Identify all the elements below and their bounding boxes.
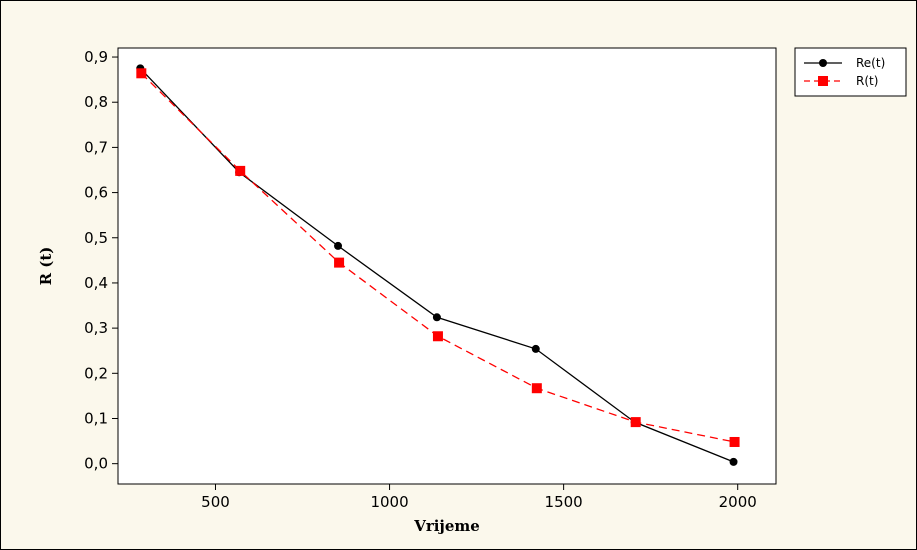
data-point-square bbox=[531, 383, 542, 394]
series-layer bbox=[136, 64, 740, 466]
x-axis: 500 1000 1500 2000 bbox=[201, 484, 757, 511]
y-tick-label: 0,0 bbox=[84, 455, 108, 473]
data-point-circle bbox=[432, 313, 441, 322]
legend-marker-re bbox=[819, 59, 827, 67]
data-point-square bbox=[235, 165, 246, 176]
y-tick-label: 0,9 bbox=[84, 48, 108, 66]
y-tick-label: 0,2 bbox=[84, 364, 108, 382]
data-point-circle bbox=[531, 344, 540, 353]
x-tick-label: 1500 bbox=[545, 493, 583, 511]
data-point-circle bbox=[334, 241, 343, 250]
x-tick-label: 500 bbox=[201, 493, 230, 511]
legend-box bbox=[794, 47, 907, 97]
data-point-circle bbox=[729, 457, 738, 466]
y-axis: 0,0 0,1 0,2 0,3 0,4 0,5 0,6 0,7 0,8 0,9 bbox=[84, 48, 118, 473]
legend-label-re: Re(t) bbox=[856, 56, 885, 70]
data-point-square bbox=[729, 436, 740, 447]
y-tick-label: 0,5 bbox=[84, 229, 108, 247]
x-tick-label: 1000 bbox=[370, 493, 408, 511]
legend: Re(t) R(t) bbox=[794, 47, 907, 97]
y-tick-label: 0,8 bbox=[84, 93, 108, 111]
y-tick-label: 0,3 bbox=[84, 319, 108, 337]
data-point-square bbox=[630, 417, 641, 428]
data-point-square bbox=[334, 257, 345, 268]
plot-area bbox=[117, 47, 777, 485]
y-tick-label: 0,1 bbox=[84, 409, 108, 427]
x-tick-label: 2000 bbox=[719, 493, 757, 511]
legend-label-r: R(t) bbox=[856, 74, 878, 88]
legend-marker-r bbox=[818, 76, 828, 86]
x-axis-title: Vrijeme bbox=[413, 517, 480, 535]
y-tick-label: 0,6 bbox=[84, 184, 108, 202]
y-axis-title: R (t) bbox=[37, 247, 55, 286]
data-point-square bbox=[136, 68, 147, 79]
data-point-square bbox=[432, 331, 443, 342]
y-tick-label: 0,4 bbox=[84, 274, 108, 292]
y-tick-label: 0,7 bbox=[84, 138, 108, 156]
